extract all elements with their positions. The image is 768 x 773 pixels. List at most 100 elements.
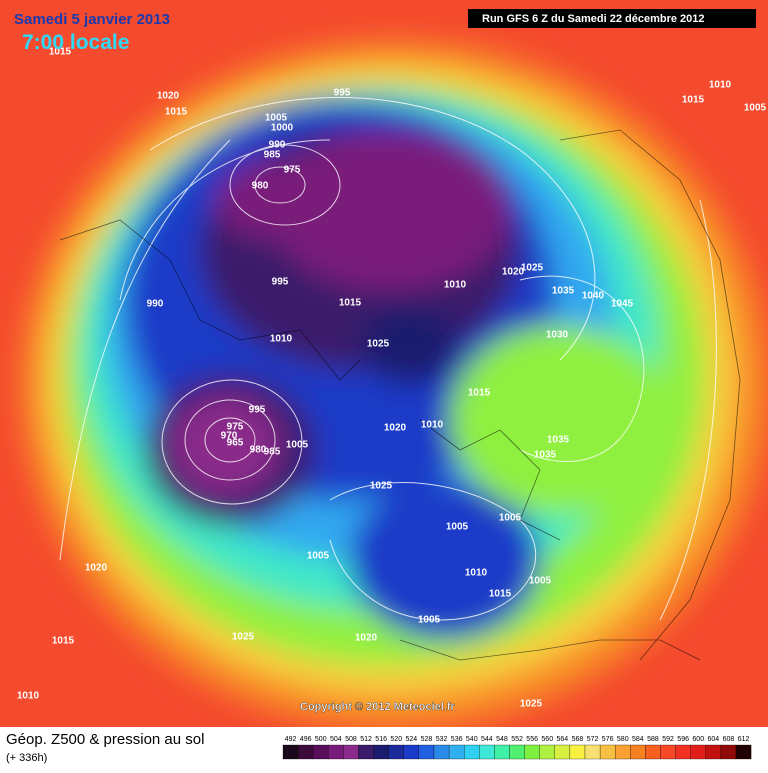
- scale-label: 548: [496, 736, 508, 743]
- color-scale: 492 496 500 504 508 512 516 520 524 528 532 536 540 5…: [282, 736, 752, 760]
- isobar-label: 1015: [339, 298, 362, 309]
- scale-label: 580: [617, 736, 629, 743]
- isobar-label: 1025: [521, 263, 544, 274]
- scale-label: 528: [421, 736, 433, 743]
- scale-label: 500: [315, 736, 327, 743]
- scale-swatch: [328, 744, 344, 760]
- isobar-label: 1020: [502, 267, 525, 278]
- scale-label: 512: [360, 736, 372, 743]
- isobar-label: 1005: [307, 551, 330, 562]
- scale-label: 612: [738, 736, 750, 743]
- isobar-label: 1005: [418, 615, 441, 626]
- isobar-label: 995: [272, 277, 289, 288]
- scale-swatch: [554, 744, 571, 760]
- scale-swatch: [705, 744, 722, 760]
- scale-label: 604: [708, 736, 720, 743]
- isobar-label: 1020: [157, 91, 180, 102]
- scale-label: 560: [541, 736, 553, 743]
- isobar-label: 1025: [367, 339, 390, 350]
- scale-swatch: [630, 744, 646, 760]
- scale-label: 556: [526, 736, 538, 743]
- isobar-label: 975: [227, 422, 244, 433]
- scale-swatch: [660, 744, 676, 760]
- run-info: Run GFS 6 Z du Samedi 22 décembre 2012: [482, 13, 705, 25]
- isobar-label: 990: [269, 140, 286, 151]
- lead-time: (+ 336h): [6, 752, 47, 764]
- scale-label: 588: [647, 736, 659, 743]
- isobar-label: 1040: [582, 291, 605, 302]
- isobar-labels: 1015102010159951005100099098597598010101…: [17, 47, 767, 710]
- scale-swatch: [418, 744, 435, 760]
- scale-label: 564: [557, 736, 569, 743]
- isobar-label: 1015: [165, 107, 188, 118]
- isobar-label: 980: [250, 445, 267, 456]
- scale-label: 552: [511, 736, 523, 743]
- scale-swatch: [479, 744, 495, 760]
- scale-swatch: [690, 744, 706, 760]
- scale-label: 544: [481, 736, 493, 743]
- isobar-label: 1035: [547, 435, 570, 446]
- scale-label: 508: [345, 736, 357, 743]
- scale-label: 568: [572, 736, 584, 743]
- isobar-label: 1010: [444, 280, 467, 291]
- isobar-label: 990: [147, 299, 164, 310]
- forecast-date: Samedi 5 janvier 2013: [14, 11, 170, 28]
- scale-swatch: [297, 744, 314, 760]
- isobar-label: 995: [249, 405, 266, 416]
- scale-label: 532: [436, 736, 448, 743]
- scale-swatch: [539, 744, 555, 760]
- isobar-label: 985: [264, 150, 281, 161]
- scale-swatch: [388, 744, 404, 760]
- forecast-time: 7:00 locale: [22, 31, 129, 54]
- scale-label: 516: [375, 736, 387, 743]
- scale-label: 524: [406, 736, 418, 743]
- scale-swatch: [403, 744, 420, 760]
- scale-swatch: [282, 744, 299, 760]
- scale-swatch: [720, 744, 737, 760]
- isobar-label: 1020: [384, 423, 407, 434]
- isobar-label: 1005: [744, 103, 767, 114]
- isobar-label: 1015: [49, 47, 72, 58]
- isobar-label: 1030: [546, 330, 569, 341]
- isobar-label: 1005: [499, 513, 522, 524]
- scale-swatch: [343, 744, 359, 760]
- isobar-label: 1010: [270, 334, 293, 345]
- isobar-label: 970: [221, 431, 238, 442]
- scale-label: 592: [662, 736, 674, 743]
- scale-swatch: [524, 744, 540, 760]
- isobar-label: 1005: [446, 522, 469, 533]
- scale-label: 608: [723, 736, 735, 743]
- scale-label: 596: [677, 736, 689, 743]
- isobar-label: 1005: [286, 440, 309, 451]
- scale-label: 572: [587, 736, 599, 743]
- scale-label: 576: [602, 736, 614, 743]
- isobar-label: 1025: [232, 632, 255, 643]
- copyright: Copyright © 2012 Meteociel.fr: [300, 701, 456, 713]
- scale-swatch: [735, 744, 752, 760]
- isobar-label: 1005: [529, 576, 552, 587]
- scale-swatch: [494, 744, 510, 760]
- isobar-label: 1045: [611, 299, 634, 310]
- isobar-label: 1015: [489, 589, 512, 600]
- isobar-label: 1020: [355, 633, 378, 644]
- isobar-label: 1010: [709, 80, 732, 91]
- run-box: [468, 9, 756, 28]
- isobar-label: 1015: [682, 95, 705, 106]
- scale-label: 600: [692, 736, 704, 743]
- isobar-label: 1015: [468, 388, 491, 399]
- scale-label: 536: [451, 736, 463, 743]
- isobar-label: 1020: [85, 563, 108, 574]
- scale-label: 540: [466, 736, 478, 743]
- scale-label: 492: [285, 736, 297, 743]
- scale-swatch: [433, 744, 450, 760]
- isobar-label: 965: [227, 438, 244, 449]
- scale-swatch: [358, 744, 374, 760]
- isobar-label: 985: [264, 447, 281, 458]
- isobar-label: 1010: [17, 691, 40, 702]
- isobar-label: 995: [334, 88, 351, 99]
- scale-label: 584: [632, 736, 644, 743]
- isobar-label: 1035: [552, 286, 575, 297]
- isobar-label: 1000: [271, 123, 294, 134]
- scale-swatch: [373, 744, 389, 760]
